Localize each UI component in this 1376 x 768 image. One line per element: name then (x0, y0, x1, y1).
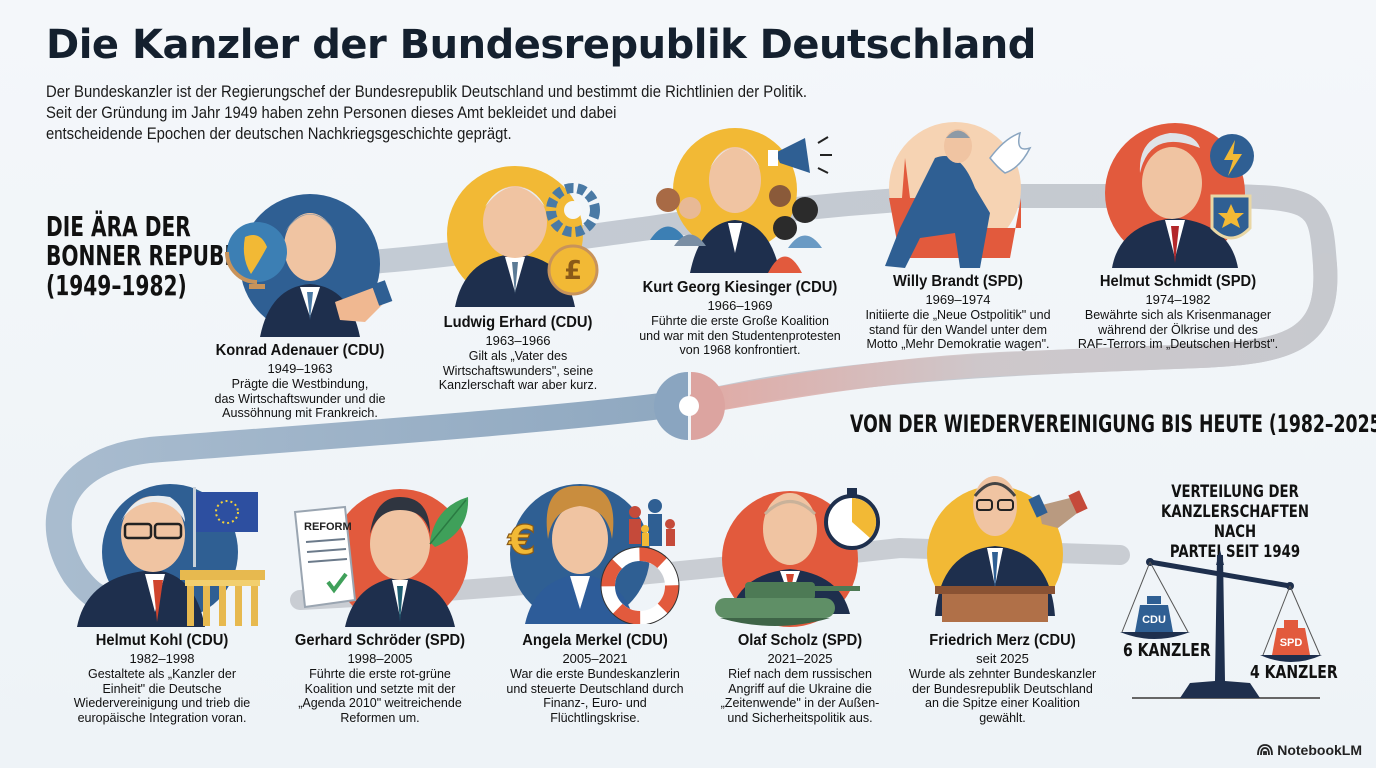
chancellor-name: Kurt Georg Kiesinger (CDU) (642, 279, 838, 296)
chancellor-card-adenauer: Konrad Adenauer (CDU) 1949–1963 Prägte d… (200, 342, 400, 421)
chancellor-name: Angela Merkel (CDU) (522, 632, 668, 649)
chancellor-desc: Initiierte die „Neue Ostpolitik" und stan… (865, 308, 1051, 351)
chancellor-years: seit 2025 (976, 651, 1029, 666)
portrait-adenauer (225, 194, 393, 337)
portrait-merkel: € (506, 484, 680, 624)
spd-count: 4 KANZLER (1250, 662, 1338, 683)
chancellor-years: 2021–2025 (767, 651, 833, 666)
intro-line: entscheidende Epochen der deutschen Nach… (46, 125, 512, 143)
globe-icon (225, 222, 287, 289)
chancellor-years: 1982–1998 (129, 651, 195, 666)
brand-label: NotebookLM (1277, 742, 1362, 758)
protesters-icon (650, 185, 822, 273)
chancellor-card-erhard: Ludwig Erhard (CDU) 1963–1966 Gilt als „… (428, 314, 608, 393)
chancellor-desc: War die erste Bundeskanzlerin und steuert… (506, 667, 684, 725)
era-line: BONNER REPUBLIK (46, 239, 261, 273)
chancellor-card-merkel: Angela Merkel (CDU) 2005–2021 War die er… (495, 632, 695, 725)
chancellor-desc: Bewährte sich als Krisenmanager während d… (1077, 308, 1279, 351)
pound-coin-icon: £ (547, 244, 599, 296)
chancellor-years: 1966–1969 (707, 298, 773, 313)
chancellor-name: Ludwig Erhard (CDU) (443, 314, 593, 331)
svg-text:REFORM: REFORM (304, 521, 352, 533)
portrait-schroeder: REFORM (293, 489, 469, 627)
svg-text:SPD: SPD (1280, 637, 1303, 649)
chancellor-name: Olaf Scholz (SPD) (737, 632, 863, 649)
portrait-scholz (715, 488, 880, 627)
chancellor-desc: Gilt als „Vater des Wirtschaftswunders", … (438, 349, 598, 392)
leaf-icon (429, 497, 469, 547)
stopwatch-icon (824, 488, 880, 550)
lifebuoy-icon (600, 546, 680, 624)
chancellor-name: Konrad Adenauer (CDU) (215, 342, 385, 359)
svg-text:€: € (507, 518, 536, 564)
police-badge-icon (1210, 194, 1252, 240)
chancellor-name: Helmut Kohl (CDU) (95, 632, 229, 649)
intro-line: Seit der Gründung im Jahr 1949 haben zeh… (46, 104, 617, 122)
svg-text:CDU: CDU (1142, 614, 1166, 626)
era-line: (1949–1982) (46, 268, 187, 302)
euro-icon: € (506, 517, 536, 564)
cdu-count: 6 KANZLER (1123, 640, 1211, 661)
gear-icon (546, 183, 600, 237)
chancellor-desc: Führte die erste rot-grüne Koalition und … (298, 667, 462, 725)
chancellor-name: Friedrich Merz (CDU) (929, 632, 1076, 649)
intro-line: Der Bundeskanzler ist der Regierungschef… (46, 83, 808, 101)
chancellor-name: Gerhard Schröder (SPD) (294, 632, 466, 649)
cdu-weight: CDU (1120, 596, 1190, 639)
chancellor-years: 1949–1963 (267, 361, 333, 376)
dove-icon (989, 131, 1032, 174)
portrait-brandt (885, 122, 1032, 268)
tank-icon (715, 582, 860, 626)
reform-document-icon: REFORM (293, 505, 357, 609)
portrait-kiesinger (650, 128, 832, 273)
chancellor-card-brandt: Willy Brandt (SPD) 1969–1974 Initiierte … (848, 273, 1068, 352)
era-heading-bonn: DIE ÄRA DER BONNER REPUBLIK (1949–1982) (46, 210, 261, 302)
chancellor-card-kiesinger: Kurt Georg Kiesinger (CDU) 1966–1969 Füh… (630, 279, 850, 358)
brandenburg-gate-icon (180, 570, 265, 626)
notebooklm-logo-icon (1257, 744, 1274, 756)
chancellor-name: Helmut Schmidt (SPD) (1099, 273, 1257, 290)
handshake-icon (335, 280, 393, 322)
svg-text:£: £ (564, 256, 582, 286)
chancellor-card-schmidt: Helmut Schmidt (SPD) 1974–1982 Bewährte … (1068, 273, 1288, 352)
eu-flag-icon (193, 487, 258, 567)
era-divider-node (654, 372, 725, 440)
notebooklm-brand: NotebookLM (1257, 742, 1362, 758)
chancellor-desc: Prägte die Westbindung, das Wirtschaftswu… (214, 377, 386, 420)
chancellor-desc: Führte die erste Große Koalition und war … (639, 314, 841, 357)
portrait-kohl (77, 484, 265, 627)
page-title: Die Kanzler der Bundesrepublik Deutschla… (46, 22, 1036, 68)
intro-text: Der Bundeskanzler ist der Regierungschef… (46, 82, 808, 145)
chancellor-years: 2005–2021 (562, 651, 628, 666)
megaphone-icon (768, 136, 832, 174)
podium-icon (935, 586, 1055, 622)
chancellor-desc: Wurde als zehnter Bundeskanzler der Bunde… (908, 667, 1097, 725)
distribution-title: VERTEILUNG DER KANZLERSCHAFTEN NACH PART… (1161, 482, 1309, 562)
chancellor-years: 1974–1982 (1145, 292, 1211, 307)
era-heading-reunification: VON DER WIEDERVEREINIGUNG BIS HEUTE (198… (850, 410, 1376, 438)
portrait-schmidt (1105, 123, 1254, 268)
chancellor-card-kohl: Helmut Kohl (CDU) 1982–1998 Gestaltete a… (62, 632, 262, 725)
chancellor-years: 1963–1966 (485, 333, 551, 348)
family-icon (629, 499, 675, 546)
handshake-icon (1028, 490, 1088, 528)
chancellor-card-schroeder: Gerhard Schröder (SPD) 1998–2005 Führte … (280, 632, 480, 725)
chancellor-name: Willy Brandt (SPD) (893, 273, 1023, 290)
chancellor-card-merz: Friedrich Merz (CDU) seit 2025 Wurde als… (900, 632, 1105, 725)
chancellor-desc: Gestaltete als „Kanzler der Einheit" die … (73, 667, 251, 725)
chancellor-years: 1998–2005 (347, 651, 413, 666)
chancellor-desc: Rief nach dem russischen Angriff auf die … (720, 667, 880, 725)
chancellor-card-scholz: Olaf Scholz (SPD) 2021–2025 Rief nach de… (700, 632, 900, 725)
portrait-merz (927, 476, 1088, 622)
chancellor-years: 1969–1974 (925, 292, 991, 307)
spd-weight: SPD (1260, 620, 1322, 662)
era-line: DIE ÄRA DER (46, 210, 191, 243)
portrait-erhard: £ (447, 166, 600, 307)
lightning-icon (1210, 134, 1254, 178)
balance-scale-icon: CDU SPD (1120, 550, 1322, 699)
